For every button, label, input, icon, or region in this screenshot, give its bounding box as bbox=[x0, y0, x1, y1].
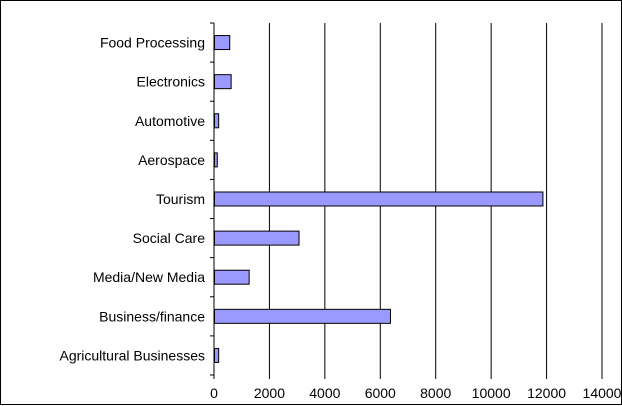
bar bbox=[214, 152, 218, 168]
bar bbox=[214, 308, 391, 324]
category-label: Social Care bbox=[133, 230, 206, 246]
x-tick-label: 0 bbox=[210, 385, 218, 401]
category-label: Business/finance bbox=[99, 308, 205, 324]
x-tick-label: 12000 bbox=[527, 385, 566, 401]
x-tick-labels: 0 2000 4000 6000 8000 10000 12000 14000 bbox=[210, 385, 622, 401]
bar bbox=[214, 113, 220, 129]
x-tick-label: 2000 bbox=[254, 385, 285, 401]
bar bbox=[214, 269, 250, 285]
category-label: Electronics bbox=[137, 74, 205, 90]
bar bbox=[214, 191, 544, 207]
x-tick-label: 14000 bbox=[583, 385, 622, 401]
bar bbox=[214, 230, 300, 246]
bar bbox=[214, 35, 231, 51]
category-label: Agricultural Businesses bbox=[59, 347, 205, 363]
bar bbox=[214, 74, 232, 90]
category-label: Automotive bbox=[135, 113, 205, 129]
category-labels: Food Processing Electronics Automotive Aero… bbox=[59, 35, 205, 364]
x-tick-label: 10000 bbox=[472, 385, 511, 401]
category-label: Aerospace bbox=[138, 152, 205, 168]
category-label: Food Processing bbox=[100, 35, 205, 51]
category-label: Media/New Media bbox=[93, 269, 205, 285]
x-tick-label: 6000 bbox=[365, 385, 396, 401]
axes bbox=[210, 22, 603, 379]
category-label: Tourism bbox=[156, 191, 205, 207]
x-tick-label: 8000 bbox=[420, 385, 451, 401]
bar bbox=[214, 347, 220, 363]
x-tick-label: 4000 bbox=[309, 385, 340, 401]
bars bbox=[214, 35, 544, 363]
